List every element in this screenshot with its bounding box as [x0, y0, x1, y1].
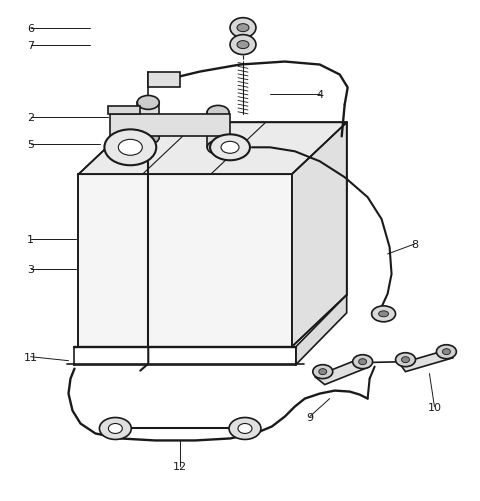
Polygon shape	[78, 123, 347, 175]
Polygon shape	[108, 107, 140, 115]
Ellipse shape	[238, 424, 252, 433]
Polygon shape	[207, 113, 229, 148]
Ellipse shape	[372, 306, 396, 322]
Ellipse shape	[313, 365, 333, 379]
Polygon shape	[399, 350, 454, 372]
Text: 8: 8	[411, 239, 418, 249]
Text: 2: 2	[27, 113, 34, 123]
Ellipse shape	[137, 131, 159, 145]
Ellipse shape	[436, 345, 456, 359]
Ellipse shape	[359, 359, 367, 365]
Polygon shape	[315, 359, 370, 385]
Text: 12: 12	[173, 461, 187, 471]
Ellipse shape	[237, 25, 249, 33]
Ellipse shape	[396, 353, 416, 367]
Ellipse shape	[221, 142, 239, 154]
Ellipse shape	[207, 141, 229, 155]
Text: 9: 9	[306, 412, 313, 422]
Ellipse shape	[319, 369, 327, 375]
Polygon shape	[296, 295, 347, 365]
Text: 3: 3	[27, 265, 34, 275]
Text: 10: 10	[427, 402, 442, 412]
Ellipse shape	[379, 311, 389, 317]
Ellipse shape	[237, 42, 249, 50]
Ellipse shape	[402, 357, 409, 363]
Ellipse shape	[443, 349, 450, 355]
Ellipse shape	[353, 355, 372, 369]
Polygon shape	[292, 123, 347, 347]
Ellipse shape	[230, 36, 256, 56]
Ellipse shape	[99, 418, 132, 439]
Ellipse shape	[108, 424, 122, 433]
Text: 1: 1	[27, 234, 34, 244]
Ellipse shape	[119, 140, 142, 156]
Ellipse shape	[104, 130, 156, 166]
Polygon shape	[78, 175, 292, 347]
Text: 4: 4	[316, 90, 324, 100]
Text: 6: 6	[27, 24, 34, 34]
Ellipse shape	[207, 106, 229, 120]
Ellipse shape	[137, 96, 159, 110]
Ellipse shape	[229, 418, 261, 439]
Text: 11: 11	[24, 352, 37, 362]
Text: 5: 5	[27, 140, 34, 150]
Polygon shape	[110, 115, 230, 137]
Ellipse shape	[230, 19, 256, 39]
Polygon shape	[148, 72, 180, 88]
Text: 7: 7	[27, 41, 34, 51]
Polygon shape	[137, 103, 159, 138]
Ellipse shape	[210, 135, 250, 161]
